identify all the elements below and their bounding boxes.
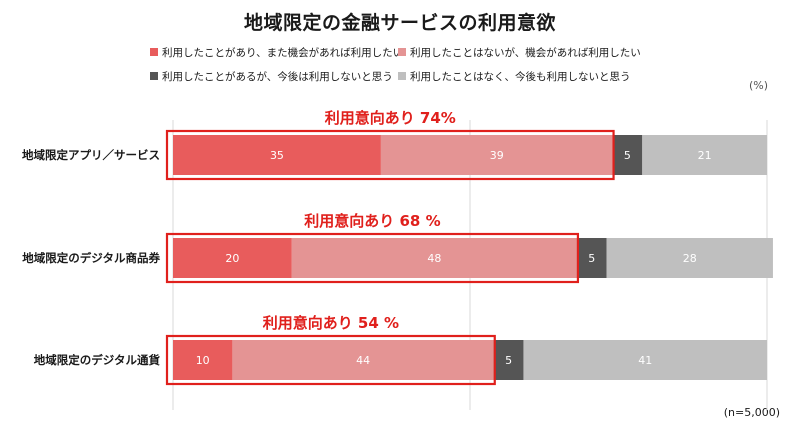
data-label: 20 (225, 252, 239, 265)
highlight-box (165, 232, 580, 284)
data-label: 41 (638, 354, 652, 367)
legend-label: 利用したことがあるが、今後は利用しないと思う (162, 71, 393, 83)
data-label: 48 (427, 252, 441, 265)
category-label: 地域限定のデジタル通貨 (34, 353, 161, 367)
legend-item: 利用したことはなく、今後も利用しないと思う (398, 70, 631, 84)
legend-swatch (150, 72, 158, 80)
legend-swatch (398, 72, 406, 80)
category-label: 地域限定アプリ／サービス (22, 148, 160, 162)
legend-swatch (150, 48, 158, 56)
legend-label: 利用したことがあり、また機会があれば利用したい (162, 47, 404, 59)
bar-segment (576, 238, 607, 278)
bar-segment (606, 238, 773, 278)
bar-segment (612, 135, 643, 175)
data-label: 5 (505, 354, 512, 367)
bar-segment (232, 340, 494, 380)
bar-segment (380, 135, 613, 175)
unit-label: (%) (748, 79, 768, 92)
bar-segment (642, 135, 767, 175)
callout-label: 利用意向あり 74% (325, 109, 456, 127)
legend-label: 利用したことはなく、今後も利用しないと思う (410, 71, 631, 83)
chart-title: 地域限定の金融サービスの利用意欲 (243, 12, 556, 34)
bar-segment (493, 340, 524, 380)
highlight-box (165, 334, 496, 386)
bar-segment (173, 135, 381, 175)
legend-item: 利用したことがあり、また機会があれば利用したい (150, 46, 403, 60)
bar-segment (291, 238, 577, 278)
sample-size-label: (n=5,000) (723, 406, 780, 419)
data-label: 44 (356, 354, 370, 367)
category-label: 地域限定のデジタル商品券 (22, 251, 160, 265)
highlight-box (165, 129, 615, 181)
data-label: 10 (196, 354, 210, 367)
callout-label: 利用意向あり 54 % (263, 314, 399, 332)
legend-label: 利用したことはないが、機会があれば利用したい (410, 47, 641, 59)
bar-segment (173, 238, 292, 278)
data-label: 5 (588, 252, 595, 265)
legend-swatch (398, 48, 406, 56)
callout-label: 利用意向あり 68 % (304, 212, 440, 230)
legend-item: 利用したことはないが、機会があれば利用したい (398, 46, 641, 60)
data-label: 21 (698, 149, 712, 162)
data-label: 39 (490, 149, 504, 162)
data-label: 35 (270, 149, 284, 162)
legend-item: 利用したことがあるが、今後は利用しないと思う (150, 70, 393, 84)
data-label: 28 (683, 252, 697, 265)
data-label: 5 (624, 149, 631, 162)
bar-segment (523, 340, 767, 380)
bar-segment (173, 340, 233, 380)
